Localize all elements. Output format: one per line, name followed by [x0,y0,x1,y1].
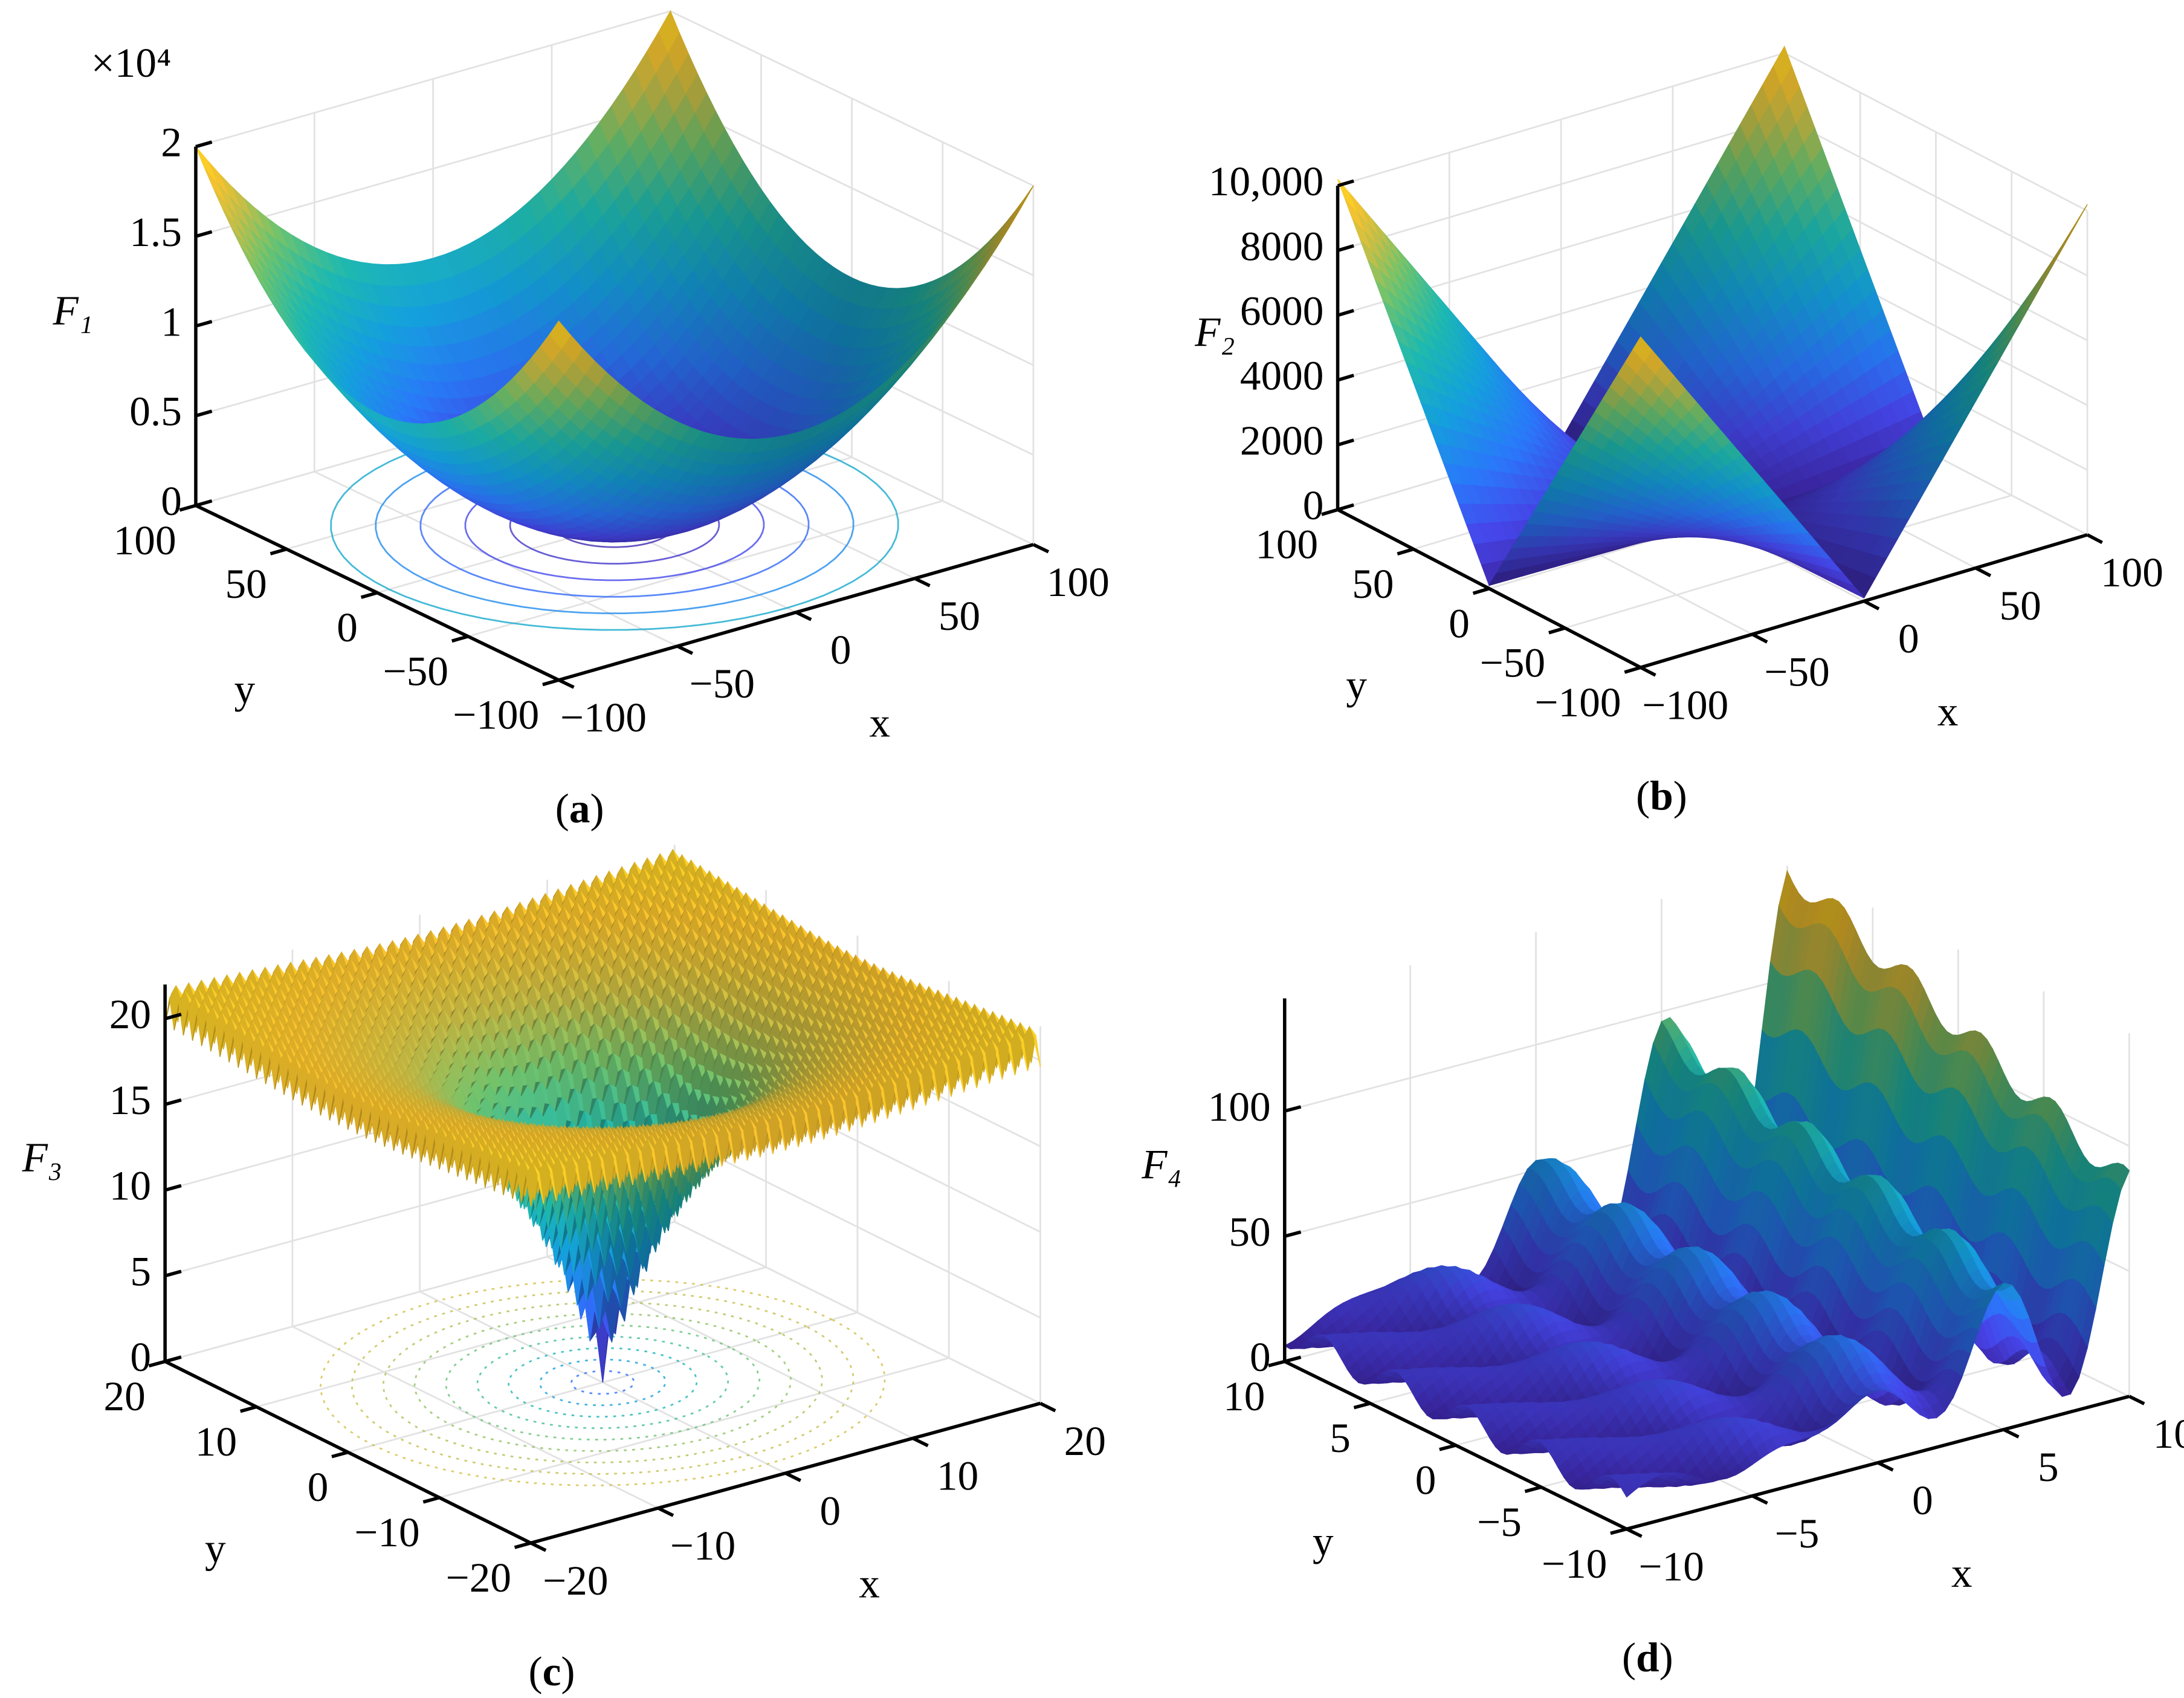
z-tick-label: 1.5 [129,209,182,255]
z-tick [1337,309,1354,317]
x-tick [1974,566,1992,577]
x-tick [795,611,812,621]
panel-label-part: b [1650,773,1673,819]
x-tick-label: −100 [1642,681,1728,728]
y-tick-label: 0 [1449,600,1470,646]
x-tick-label: 100 [2101,549,2163,595]
z-tick-label: 4000 [1240,352,1324,399]
x-tick-label: 100 [1047,559,1110,605]
z-tick [195,140,213,149]
x-axis-label: x [870,699,891,745]
panel-label-part: ) [590,785,604,831]
y-axis-label: y [1346,661,1367,708]
y-axis-label: y [234,666,255,712]
panel-label-part: a [569,785,590,831]
x-axis-label: x [1937,688,1959,734]
panel-label: (b) [1636,773,1687,819]
z-tick-label: 2000 [1240,417,1324,464]
z-tick-label: 6000 [1240,288,1324,334]
panel-label: (a) [555,785,604,831]
panel-label-part: ( [1636,773,1650,819]
y-tick [1472,587,1490,595]
y-tick [1321,508,1339,516]
y-tick-label: −50 [1480,640,1545,686]
z-tick [195,230,213,238]
grid-line [670,100,1034,276]
z-tick [195,409,213,418]
z-tick-label: 10,000 [1209,158,1324,204]
x-tick [1863,600,1880,611]
x-tick [1751,632,1768,644]
z-tick-label: 0 [161,478,182,524]
x-tick-label: 50 [939,592,980,639]
y-tick-label: −100 [1534,679,1621,725]
z-axis-label: F₁ [52,287,92,334]
x-tick-label: −50 [1764,649,1829,695]
surface [195,10,1034,543]
surface-patch [2023,282,2043,312]
z-tick [1337,244,1354,253]
z-tick [1337,503,1354,511]
grid-line [195,100,671,238]
x-tick-label: 0 [1898,615,1919,662]
x-tick [2086,533,2103,545]
surface [164,848,1041,1383]
x-tick-label: −50 [690,660,755,707]
grid-line [439,1357,949,1499]
y-tick [1624,666,1641,674]
panel-label-part: ) [1673,773,1687,819]
z-tick-label: 2 [161,118,182,165]
surface-patch [195,146,218,183]
z-tick-label: 8000 [1240,222,1324,269]
z-tick [195,499,213,507]
y-tick [270,547,287,556]
y-tick-label: −50 [383,647,448,694]
grid-line [256,1266,766,1408]
x-tick [914,577,931,588]
surface-patch [2046,243,2066,274]
x-tick-label: 50 [2000,582,2041,629]
z-tick [1337,374,1354,382]
x-tick-label: −100 [560,694,647,740]
y-tick-label: 50 [1352,560,1394,607]
z-tick-label: 0 [1303,482,1324,528]
surface-patch [2035,263,2055,293]
z-tick-label: 0.5 [129,388,182,435]
y-tick [1548,626,1566,635]
x-tick [676,644,694,655]
y-tick-label: −100 [453,692,539,738]
panel-label-part: ( [555,785,569,831]
y-tick [542,678,560,687]
y-tick [179,504,196,512]
x-tick-label: 0 [830,626,851,673]
grid-line [670,10,1034,187]
x-tick [1640,666,1656,677]
y-tick [451,635,469,643]
z-tick [1337,438,1354,447]
z-tick-label: 1 [161,298,182,345]
x-tick [558,678,575,689]
y-tick [360,591,378,599]
y-tick [1397,547,1414,556]
x-tick [1032,543,1050,554]
grid-line [195,10,671,147]
z-axis-label: F₂ [1194,309,1235,355]
y-tick-label: 50 [225,560,267,607]
surface [1337,45,2088,599]
y-tick-label: 0 [337,604,358,650]
z-tick [195,320,213,328]
axis-multiplier: ×10⁴ [91,39,172,86]
